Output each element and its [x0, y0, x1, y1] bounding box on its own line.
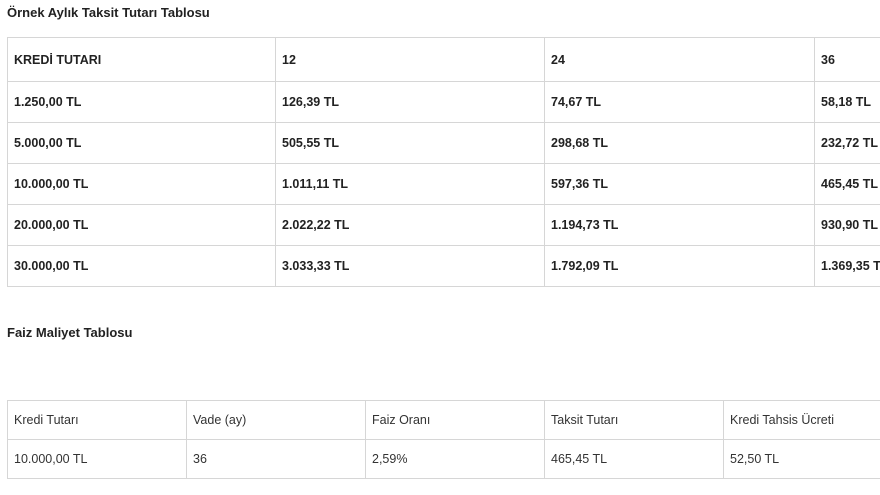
table-cell: 1.194,73 TL: [544, 204, 815, 246]
table-cell: 10.000,00 TL: [7, 163, 276, 205]
header-cell-term-24: 24: [544, 37, 815, 82]
header-cell-credit-amount: KREDİ TUTARI: [7, 37, 276, 82]
header-cell-term-12: 12: [275, 37, 545, 82]
table-cell: 597,36 TL: [544, 163, 815, 205]
table-cell: 1.250,00 TL: [7, 81, 276, 123]
table-cell: 52,50 TL: [723, 439, 880, 479]
table-cell: 10.000,00 TL: [7, 439, 187, 479]
header-cell-allocation-fee: Kredi Tahsis Ücreti: [723, 400, 880, 440]
table-cell: 2.022,22 TL: [275, 204, 545, 246]
header-cell-term-36: 36: [814, 37, 880, 82]
table-cell: 1.792,09 TL: [544, 245, 815, 287]
table-cell: 505,55 TL: [275, 122, 545, 164]
table-cell: 2,59%: [365, 439, 545, 479]
table-cell: 930,90 TL: [814, 204, 880, 246]
header-cell-interest-rate: Faiz Oranı: [365, 400, 545, 440]
table-row: 5.000,00 TL 505,55 TL 298,68 TL 232,72 T…: [7, 122, 880, 164]
table-cell: 126,39 TL: [275, 81, 545, 123]
cost-table-title: Faiz Maliyet Tablosu: [7, 325, 133, 340]
table-header-row: Kredi Tutarı Vade (ay) Faiz Oranı Taksit…: [7, 400, 880, 440]
table-header-row: KREDİ TUTARI 12 24 36: [7, 37, 880, 82]
table-row: 10.000,00 TL 36 2,59% 465,45 TL 52,50 TL: [7, 439, 880, 479]
table-cell: 465,45 TL: [814, 163, 880, 205]
table-cell: 232,72 TL: [814, 122, 880, 164]
header-cell-credit-amount: Kredi Tutarı: [7, 400, 187, 440]
cost-table: Kredi Tutarı Vade (ay) Faiz Oranı Taksit…: [7, 400, 880, 479]
header-cell-installment-amount: Taksit Tutarı: [544, 400, 724, 440]
table-row: 10.000,00 TL 1.011,11 TL 597,36 TL 465,4…: [7, 163, 880, 205]
table-cell: 3.033,33 TL: [275, 245, 545, 287]
table-cell: 36: [186, 439, 366, 479]
table-row: 30.000,00 TL 3.033,33 TL 1.792,09 TL 1.3…: [7, 245, 880, 287]
table-cell: 1.369,35 TL: [814, 245, 880, 287]
table-cell: 20.000,00 TL: [7, 204, 276, 246]
table-cell: 58,18 TL: [814, 81, 880, 123]
installment-table-title: Örnek Aylık Taksit Tutarı Tablosu: [7, 5, 210, 20]
table-cell: 465,45 TL: [544, 439, 724, 479]
header-cell-term: Vade (ay): [186, 400, 366, 440]
table-cell: 30.000,00 TL: [7, 245, 276, 287]
installment-table: KREDİ TUTARI 12 24 36 1.250,00 TL 126,39…: [7, 37, 880, 287]
table-cell: 5.000,00 TL: [7, 122, 276, 164]
table-cell: 1.011,11 TL: [275, 163, 545, 205]
table-row: 20.000,00 TL 2.022,22 TL 1.194,73 TL 930…: [7, 204, 880, 246]
table-cell: 74,67 TL: [544, 81, 815, 123]
table-cell: 298,68 TL: [544, 122, 815, 164]
table-row: 1.250,00 TL 126,39 TL 74,67 TL 58,18 TL: [7, 81, 880, 123]
